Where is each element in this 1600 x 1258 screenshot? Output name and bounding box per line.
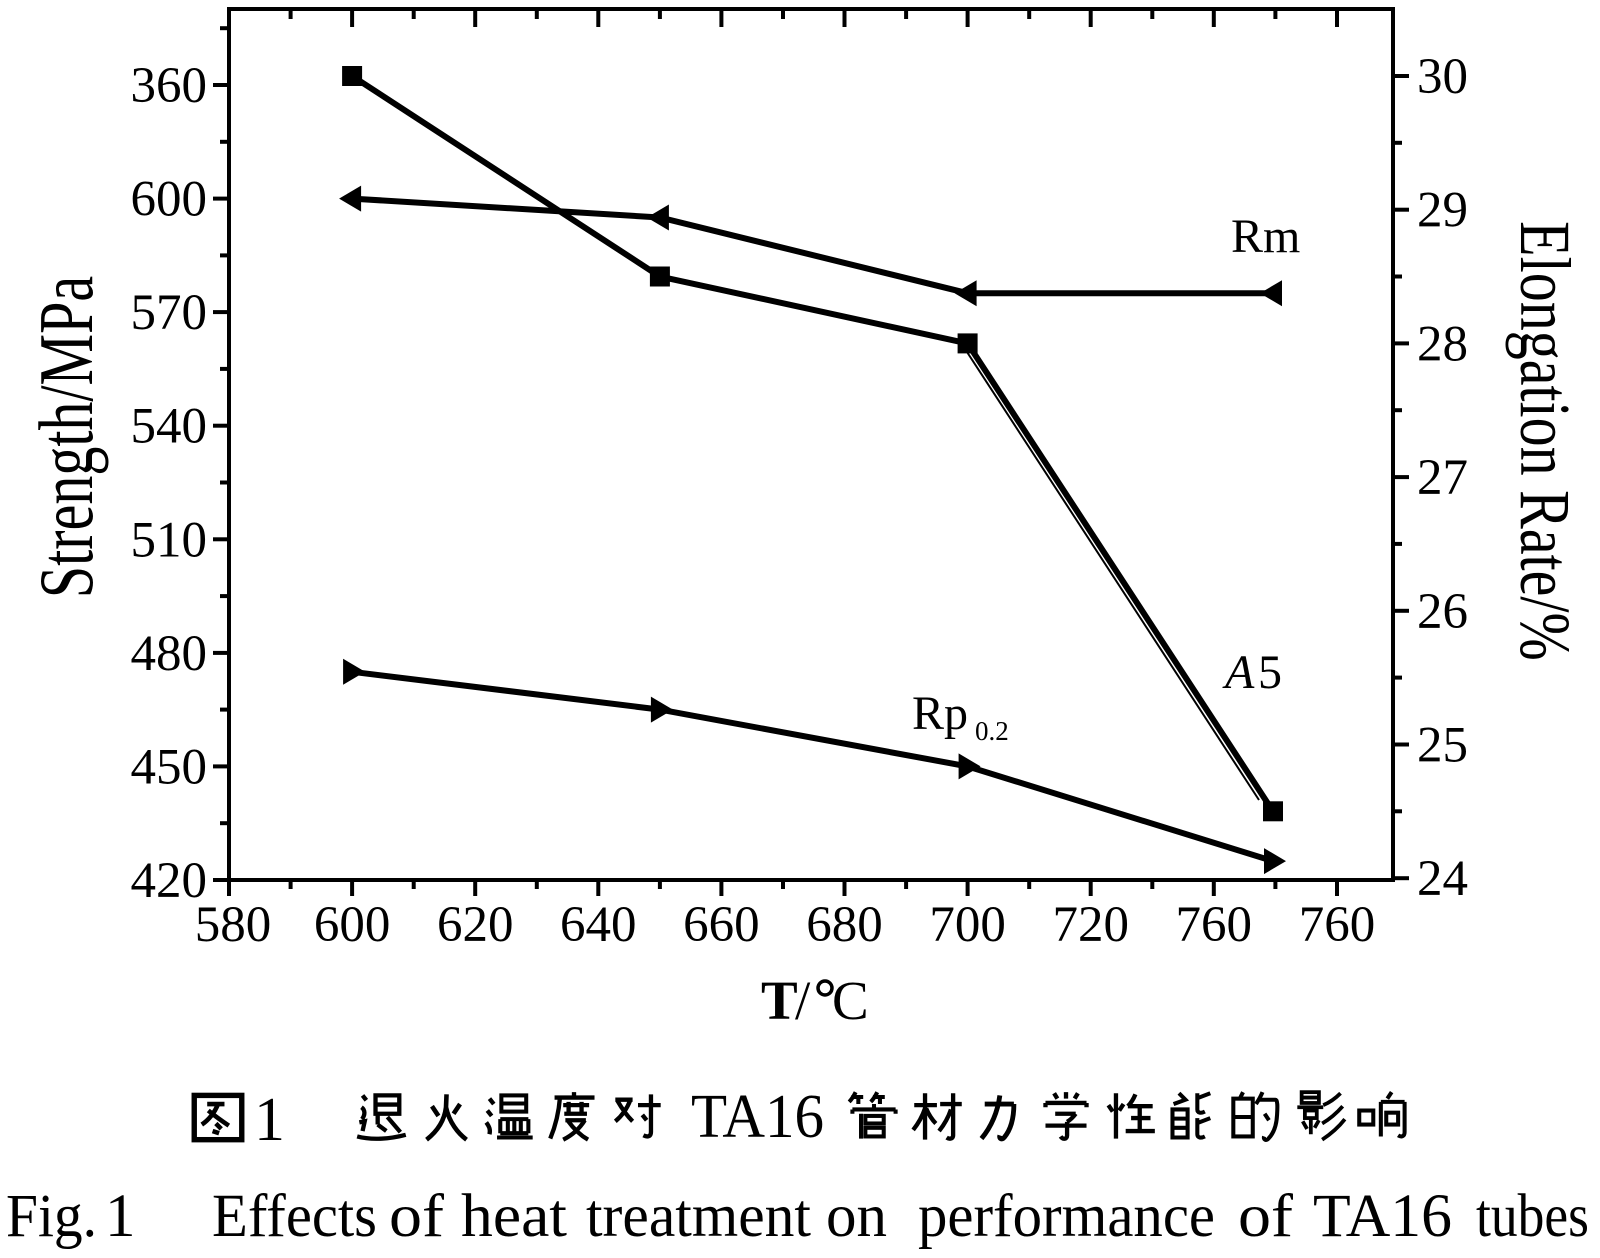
svg-text:700: 700 bbox=[929, 897, 1006, 953]
svg-text:5: 5 bbox=[1258, 646, 1282, 699]
svg-text:660: 660 bbox=[683, 897, 760, 953]
svg-text:28: 28 bbox=[1417, 316, 1468, 372]
svg-text:of: of bbox=[1238, 1183, 1294, 1250]
svg-text:T: T bbox=[761, 970, 798, 1031]
svg-text:of: of bbox=[389, 1183, 445, 1250]
svg-text:Elongation Rate/%: Elongation Rate/% bbox=[1504, 221, 1585, 661]
svg-text:570: 570 bbox=[131, 285, 208, 341]
svg-text:360: 360 bbox=[131, 58, 208, 114]
svg-text:24: 24 bbox=[1417, 851, 1468, 907]
svg-text:680: 680 bbox=[806, 897, 883, 953]
svg-text:treatment: treatment bbox=[586, 1183, 811, 1250]
svg-text:Strength/MPa: Strength/MPa bbox=[23, 276, 109, 598]
svg-text:Fig.: Fig. bbox=[6, 1183, 97, 1250]
svg-text:580: 580 bbox=[195, 897, 272, 953]
svg-text:26: 26 bbox=[1417, 584, 1468, 640]
svg-text:620: 620 bbox=[437, 897, 514, 953]
svg-text:600: 600 bbox=[314, 897, 391, 953]
svg-text:Rp: Rp bbox=[912, 687, 968, 740]
svg-text:760: 760 bbox=[1176, 897, 1253, 953]
svg-text:TA16: TA16 bbox=[1313, 1183, 1452, 1250]
svg-text:Effects: Effects bbox=[212, 1183, 377, 1250]
svg-text:1: 1 bbox=[105, 1183, 136, 1250]
svg-text:heat: heat bbox=[461, 1183, 567, 1250]
svg-text:0.2: 0.2 bbox=[975, 716, 1009, 746]
svg-text:420: 420 bbox=[131, 853, 208, 909]
svg-text:C: C bbox=[832, 970, 869, 1031]
svg-text:600: 600 bbox=[131, 172, 208, 228]
svg-text:TA16: TA16 bbox=[691, 1083, 824, 1151]
svg-text:450: 450 bbox=[131, 739, 208, 795]
svg-text:Rm: Rm bbox=[1231, 210, 1300, 263]
svg-text:29: 29 bbox=[1417, 183, 1468, 239]
svg-text:510: 510 bbox=[131, 512, 208, 568]
svg-text:performance: performance bbox=[918, 1183, 1215, 1250]
svg-text:540: 540 bbox=[131, 399, 208, 455]
svg-text:30: 30 bbox=[1417, 49, 1468, 105]
svg-text:/: / bbox=[795, 970, 811, 1031]
svg-text:27: 27 bbox=[1417, 450, 1468, 506]
svg-text:640: 640 bbox=[560, 897, 637, 953]
svg-text:720: 720 bbox=[1052, 897, 1129, 953]
svg-text:on: on bbox=[826, 1183, 887, 1250]
svg-text:760: 760 bbox=[1299, 897, 1376, 953]
svg-text:tubes: tubes bbox=[1476, 1183, 1589, 1250]
svg-text:480: 480 bbox=[131, 626, 208, 682]
svg-text:A: A bbox=[1222, 646, 1255, 699]
svg-text:25: 25 bbox=[1417, 718, 1468, 774]
svg-text:1: 1 bbox=[254, 1086, 285, 1154]
